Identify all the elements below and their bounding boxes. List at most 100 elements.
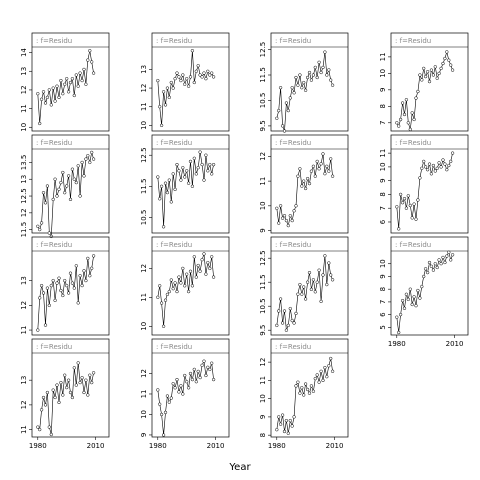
- panel-frame: [31, 236, 110, 336]
- data-point: [425, 168, 430, 172]
- y-tick-label: 8: [379, 192, 387, 196]
- y-tick-label: 9: [140, 433, 148, 437]
- data-point: [277, 108, 281, 113]
- y-tick-label: 11: [259, 177, 267, 186]
- data-point: [72, 366, 76, 370]
- data-point: [402, 306, 407, 310]
- strip-label: : f=Residu: [275, 139, 311, 147]
- data-point: [410, 216, 414, 220]
- data-point: [211, 162, 216, 167]
- data-point: [91, 254, 96, 258]
- data-point: [163, 298, 168, 302]
- data-point: [412, 117, 416, 122]
- data-point: [72, 286, 76, 290]
- strip-label: : f=Residu: [36, 241, 72, 249]
- data-point: [61, 393, 65, 397]
- data-point: [200, 363, 204, 367]
- data-point: [38, 296, 42, 300]
- data-point: [302, 80, 306, 85]
- data-point: [307, 391, 312, 395]
- data-point: [161, 225, 166, 229]
- data-point: [192, 80, 196, 85]
- data-point: [185, 77, 189, 81]
- data-point: [286, 223, 290, 228]
- y-tick-label: 11: [140, 102, 148, 111]
- data-point: [49, 234, 53, 239]
- data-point: [277, 415, 281, 419]
- y-tick-label: 11.5: [140, 179, 148, 195]
- panel-frame: [270, 32, 349, 132]
- panel: : f=Residu 11 12 13: [20, 236, 110, 336]
- data-point: [278, 422, 283, 426]
- data-point: [211, 75, 216, 79]
- y-tick-label: 12.5: [140, 147, 148, 163]
- data-point: [53, 177, 57, 181]
- data-point: [317, 380, 321, 384]
- data-point: [439, 165, 443, 169]
- data-point: [280, 413, 285, 417]
- strip-label: : f=Residu: [36, 37, 72, 45]
- data-point: [175, 377, 179, 382]
- data-point: [36, 328, 40, 332]
- data-point: [202, 359, 206, 363]
- y-tick-label: 13: [20, 276, 28, 285]
- data-point: [177, 169, 181, 173]
- data-point: [286, 431, 290, 435]
- data-point: [449, 159, 453, 164]
- series-line: [276, 255, 333, 331]
- strip-label: : f=Residu: [156, 139, 192, 147]
- x-tick-label: 2010: [87, 442, 105, 450]
- data-point: [437, 258, 441, 262]
- y-tick-label: 7: [379, 300, 387, 304]
- series-line: [37, 50, 94, 124]
- data-point: [202, 252, 206, 256]
- data-point: [284, 328, 289, 332]
- data-point: [161, 433, 166, 437]
- data-point: [330, 369, 335, 373]
- data-point: [196, 369, 200, 374]
- data-point: [63, 191, 67, 195]
- data-point: [427, 162, 432, 166]
- data-point: [298, 73, 302, 77]
- panel-frame: [270, 236, 349, 336]
- data-point: [282, 214, 287, 218]
- data-point: [183, 175, 187, 179]
- data-point: [294, 75, 298, 80]
- series-line: [157, 253, 214, 327]
- data-point: [70, 167, 75, 171]
- y-tick-label: 11: [20, 326, 28, 335]
- data-point: [156, 295, 160, 299]
- data-point: [185, 380, 189, 384]
- data-point: [319, 70, 323, 75]
- data-point: [288, 306, 292, 311]
- data-point: [317, 167, 321, 171]
- data-point: [406, 194, 410, 198]
- data-point: [404, 292, 409, 296]
- data-point: [210, 361, 214, 365]
- data-point: [158, 402, 162, 406]
- panel: : f=Residu 11.5 12 12.5 13 13.5: [20, 134, 110, 239]
- data-point: [323, 50, 327, 54]
- x-axis-title: Year: [228, 462, 251, 473]
- data-point: [165, 86, 170, 90]
- strip-label: : f=Residu: [36, 139, 72, 147]
- data-point: [61, 293, 65, 298]
- panel: : f=Residu 10 11 12 13: [140, 32, 230, 132]
- data-point: [171, 86, 175, 90]
- data-point: [325, 73, 329, 77]
- data-point: [431, 73, 436, 77]
- data-point: [311, 389, 316, 393]
- data-point: [296, 83, 300, 87]
- data-point: [63, 82, 67, 86]
- data-point: [305, 387, 310, 392]
- strip-label: : f=Residu: [275, 343, 311, 351]
- data-point: [294, 311, 298, 316]
- data-point: [177, 275, 181, 279]
- y-tick-label: 12: [20, 208, 28, 217]
- x-tick-label: 2010: [326, 442, 344, 450]
- data-point: [74, 383, 78, 387]
- data-point: [65, 184, 69, 188]
- data-point: [431, 268, 436, 272]
- y-tick-label: 10: [379, 162, 387, 171]
